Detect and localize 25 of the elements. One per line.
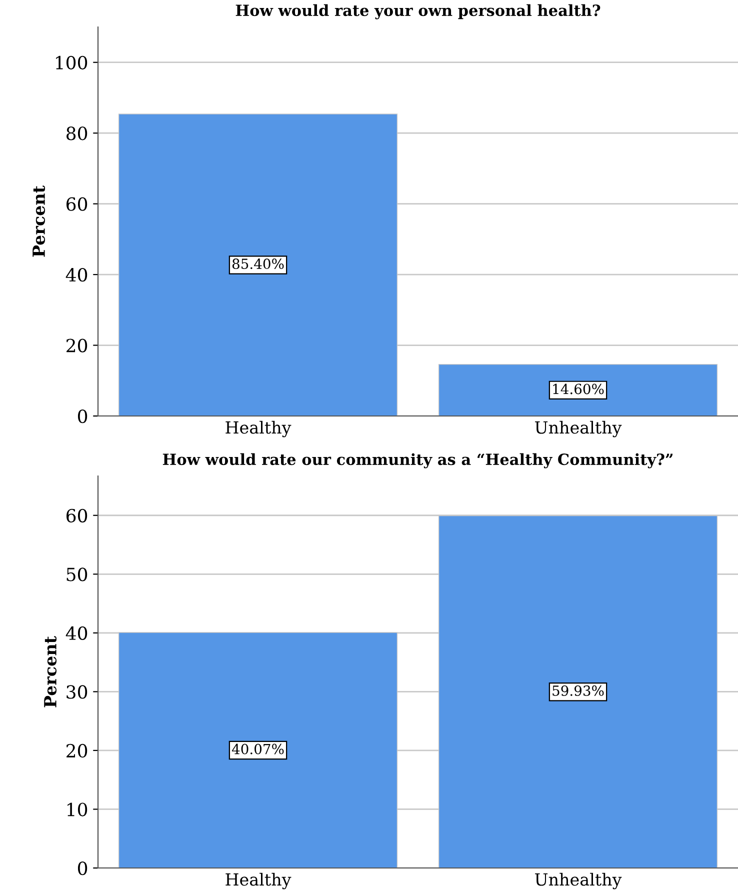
y-tick-label: 10 [68,802,88,816]
y-tick-label: 0 [78,861,88,876]
y-tick-label: 40 [66,268,88,282]
y-tick-label: 20 [66,338,88,352]
x-tick-label: Unhealthy [535,420,622,438]
y-tick-label: 50 [66,568,88,582]
x-tick-label: Unhealthy [535,872,622,890]
y-tick-label: 80 [66,126,88,140]
y-tick-label: 60 [66,508,88,522]
data-label: 85.40% [232,258,284,270]
y-tick-label: 30 [66,685,88,699]
data-label: 14.60% [553,384,604,394]
y-axis-title: Percent [32,186,46,257]
chart-title: How would rate your own personal health? [236,4,600,20]
y-axis-title: Percent [44,636,57,708]
data-label: 40.07% [232,744,284,754]
y-tick-label: 60 [66,197,88,211]
x-tick-label: Healthy [226,420,292,438]
y-tick-label: 40 [66,626,88,640]
x-tick-label: Healthy [226,872,292,890]
y-tick-label: 100 [56,56,88,70]
y-tick-label: 0 [78,409,88,424]
data-label: 59.93% [552,685,604,696]
y-tick-label: 20 [66,744,88,758]
chart-title: How would rate our community as a “Healthy Community?” [162,453,673,468]
